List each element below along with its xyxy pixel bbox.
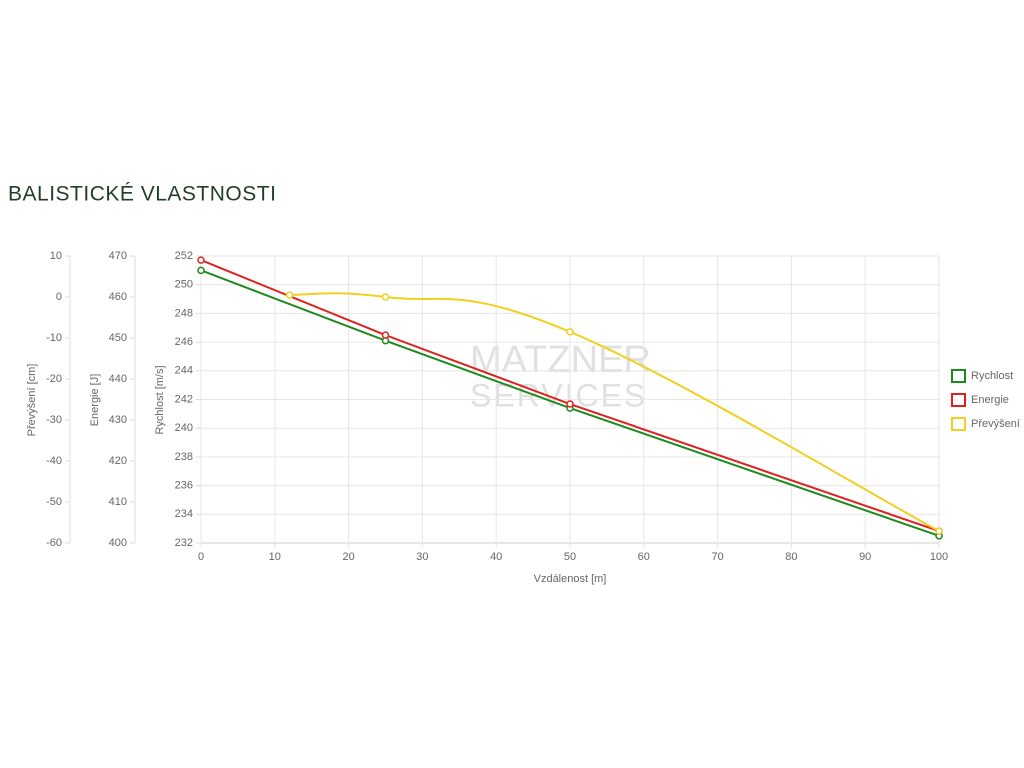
legend-label: Převýšení [971,418,1020,430]
data-point [285,291,294,299]
y-tick-label: -60 [46,537,62,549]
watermark: MATZNER [470,339,651,381]
x-tick-label: 40 [490,551,502,563]
y-tick-label: 10 [50,250,62,262]
watermark: SERVICES [470,377,647,413]
series-line [200,259,940,533]
y-tick-label: 238 [175,451,193,463]
y3-axis-title: Převýšení [cm] [26,364,38,437]
data-point [197,256,205,264]
y-tick-label: -20 [46,373,62,385]
y-tick-label: 240 [175,422,193,434]
legend-label: Energie [971,394,1009,406]
y-tick-label: 420 [109,455,127,467]
y-axis-title: Rychlost [m/s] [154,365,166,434]
y-tick-label: -10 [46,332,62,344]
x-tick-label: 60 [638,551,650,563]
y-tick-label: 430 [109,414,127,426]
data-point [381,293,390,301]
legend-swatch [951,369,966,383]
y-tick-label: 0 [56,291,62,303]
y-tick-label: 244 [175,365,193,377]
y-tick-label: 232 [175,537,193,549]
y-tick-label: 470 [109,250,127,262]
x-tick-label: 70 [711,551,723,563]
x-tick-label: 90 [859,551,871,563]
x-tick-label: 100 [930,551,948,563]
legend-swatch [951,417,966,431]
chart-title: BALISTICKÉ VLASTNOSTI [8,183,276,206]
x-tick-label: 30 [416,551,428,563]
series-line [200,269,940,537]
y-tick-label: 236 [175,480,193,492]
legend-swatch [951,393,966,407]
x-tick-label: 50 [564,551,576,563]
data-point [935,527,943,535]
y-tick-label: 450 [109,332,127,344]
y-tick-label: 248 [175,307,193,319]
y-tick-label: 400 [109,537,127,549]
y-tick-label: 410 [109,496,127,508]
y-tick-label: 242 [175,393,193,405]
y-tick-label: 252 [175,250,193,262]
y2-axis-title: Energie [J] [89,374,101,427]
y-tick-label: -30 [46,414,62,426]
data-point [566,400,574,408]
x-tick-label: 80 [785,551,797,563]
y-tick-label: 246 [175,336,193,348]
legend-label: Rychlost [971,370,1013,382]
y-tick-label: 460 [109,291,127,303]
x-tick-label: 20 [342,551,354,563]
x-tick-label: 0 [198,551,204,563]
x-tick-label: 10 [269,551,281,563]
y-tick-label: 440 [109,373,127,385]
data-point [381,331,390,339]
data-point [197,266,205,275]
y-tick-label: 250 [175,279,193,291]
y-tick-label: 234 [175,508,193,520]
y-tick-label: -50 [46,496,62,508]
data-point [566,328,574,336]
series-line [289,292,940,532]
y-tick-label: -40 [46,455,62,467]
x-axis-title: Vzdálenost [m] [534,573,607,585]
